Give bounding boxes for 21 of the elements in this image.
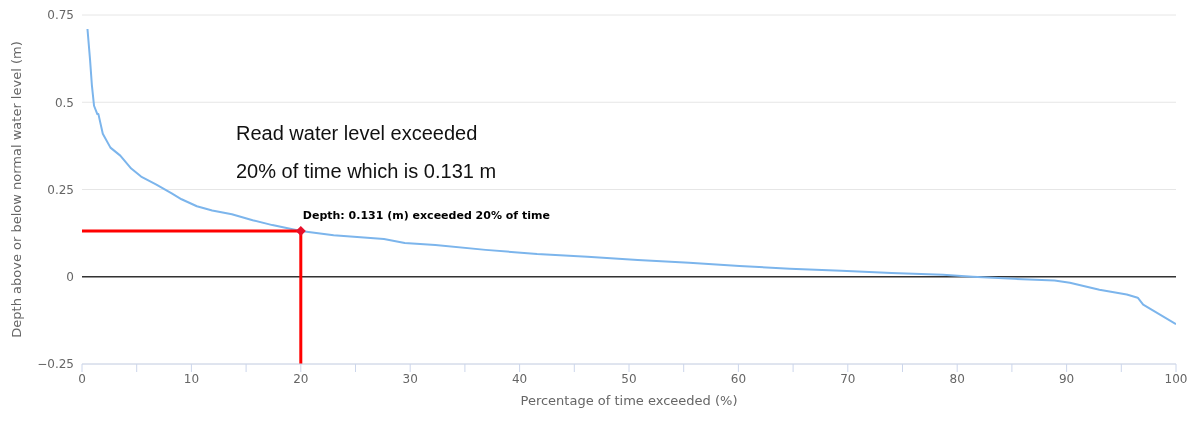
x-tick-label: 40 xyxy=(511,371,528,386)
x-tick-label: 70 xyxy=(840,371,856,386)
x-tick-label: 30 xyxy=(402,371,418,386)
y-axis-title: Depth above or below normal water level (m) xyxy=(8,41,24,338)
x-tick-label: 100 xyxy=(1164,371,1188,386)
y-tick-label: −0.25 xyxy=(37,357,74,372)
x-tick-label: 90 xyxy=(1058,371,1075,386)
x-tick-label: 20 xyxy=(293,371,309,386)
x-axis-title: Percentage of time exceeded (%) xyxy=(520,393,738,409)
x-tick-label: 50 xyxy=(621,371,637,386)
x-tick-label: 60 xyxy=(730,371,747,386)
annotation: Read water level exceeded 20% of time which is 0.131 m xyxy=(236,121,497,184)
annotation: Depth: 0.131 (m) exceeded 20% of time xyxy=(302,209,550,223)
x-tick-label: 0 xyxy=(78,371,86,386)
y-tick-label: 0 xyxy=(66,270,74,285)
y-tick-label: 0.25 xyxy=(47,182,74,197)
x-tick-label: 80 xyxy=(949,371,965,386)
line-series xyxy=(86,27,1176,326)
x-tick-label: 10 xyxy=(183,371,200,386)
y-tick-label: 0.75 xyxy=(47,8,74,23)
y-tick-label: 0.5 xyxy=(54,95,74,110)
